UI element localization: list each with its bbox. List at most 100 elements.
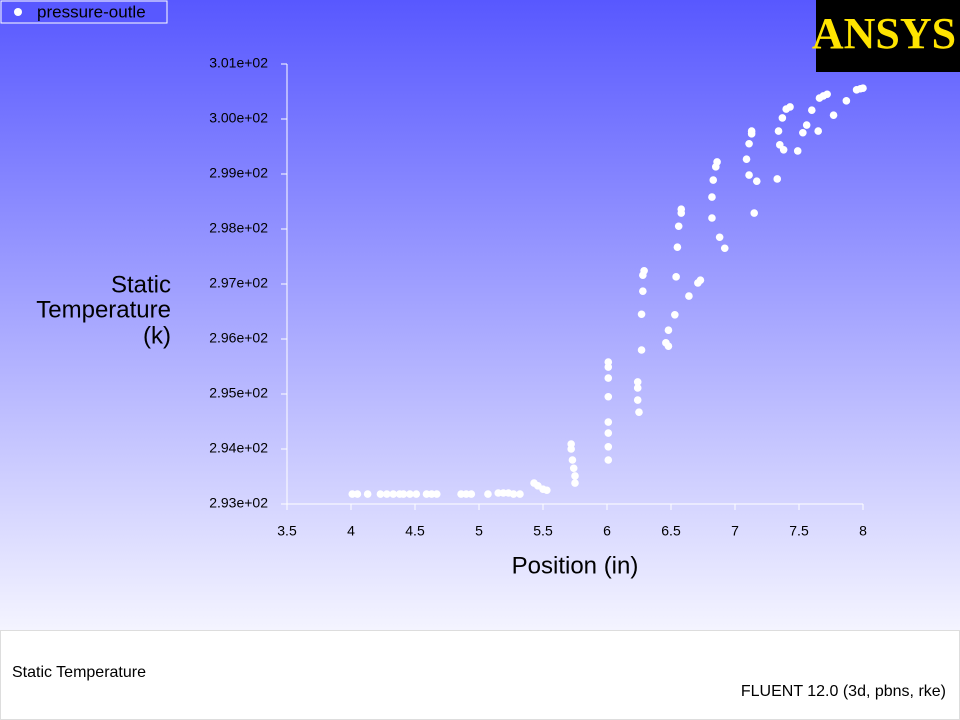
data-point	[674, 222, 683, 231]
y-tick-label: 2.94e+02	[209, 440, 268, 456]
data-point	[640, 267, 648, 275]
data-point	[715, 233, 724, 242]
data-point	[604, 429, 613, 437]
data-point	[802, 121, 811, 129]
data-point	[673, 243, 682, 251]
data-point	[808, 106, 816, 114]
x-tick-label: 6	[603, 523, 611, 539]
x-tick-label: 7.5	[789, 523, 809, 539]
data-point	[774, 127, 783, 135]
data-point	[389, 490, 398, 498]
data-point	[778, 114, 787, 122]
y-axis-label: Static	[111, 271, 171, 298]
data-point	[604, 363, 613, 371]
data-point	[720, 244, 729, 253]
data-point	[671, 311, 679, 319]
data-point	[604, 418, 613, 426]
data-point	[604, 392, 613, 401]
data-point	[568, 456, 577, 464]
data-point	[696, 276, 705, 284]
data-point	[467, 490, 476, 498]
data-point	[773, 175, 782, 183]
data-point	[639, 287, 647, 295]
data-point	[543, 486, 551, 495]
logo: ANSYS	[812, 9, 956, 58]
data-point	[406, 490, 414, 498]
data-point	[742, 155, 751, 163]
data-point	[567, 445, 575, 453]
data-point	[685, 292, 693, 300]
data-point	[752, 177, 761, 185]
data-point	[745, 171, 753, 179]
data-point	[709, 176, 718, 184]
data-point	[786, 103, 794, 111]
data-point	[376, 490, 385, 498]
data-point	[633, 384, 642, 392]
data-point	[637, 310, 646, 319]
data-point	[672, 273, 680, 281]
footer-right: FLUENT 12.0 (3d, pbns, rke)	[741, 683, 946, 700]
data-point	[750, 209, 758, 217]
x-tick-label: 8	[859, 523, 867, 539]
y-tick-label: 2.99e+02	[209, 165, 268, 181]
y-axis-label: Temperature	[36, 296, 171, 323]
y-tick-label: 3.01e+02	[209, 55, 268, 71]
y-axis-label: (k)	[143, 322, 171, 349]
data-point	[571, 472, 579, 480]
data-point	[399, 490, 408, 498]
data-point	[793, 147, 802, 155]
y-tick-label: 3.00e+02	[209, 110, 268, 126]
footer-panel	[0, 630, 960, 720]
x-tick-label: 6.5	[661, 523, 681, 539]
data-point	[747, 127, 756, 135]
data-point	[383, 490, 391, 498]
x-tick-label: 5.5	[533, 523, 553, 539]
plot-background	[0, 0, 960, 630]
data-point	[842, 97, 851, 105]
footer-left: Static Temperature	[12, 664, 146, 681]
x-tick-label: 5	[475, 523, 483, 539]
data-point	[779, 146, 788, 154]
y-tick-label: 2.97e+02	[209, 275, 268, 291]
data-point	[823, 90, 831, 99]
data-point	[745, 139, 753, 148]
data-point	[814, 127, 822, 135]
logo-box	[816, 0, 960, 72]
legend-box	[0, 0, 168, 24]
x-axis-label: Position (in)	[512, 552, 639, 579]
data-point	[363, 490, 372, 498]
data-point	[677, 205, 686, 213]
data-point	[859, 84, 867, 92]
data-point	[412, 490, 421, 498]
data-point	[799, 128, 807, 137]
x-tick-label: 4	[347, 523, 355, 539]
data-point	[664, 342, 673, 350]
x-tick-label: 3.5	[277, 523, 297, 539]
x-tick-label: 4.5	[405, 523, 425, 539]
legend-label: pressure-outle	[37, 2, 146, 21]
data-point	[708, 214, 716, 222]
data-point	[509, 490, 518, 498]
y-tick-label: 2.96e+02	[209, 330, 268, 346]
data-point	[571, 479, 579, 487]
data-point	[664, 326, 673, 335]
y-tick-label: 2.98e+02	[209, 220, 268, 236]
data-point	[708, 193, 716, 201]
data-point	[604, 443, 613, 451]
data-point	[637, 346, 646, 354]
data-point	[633, 378, 642, 386]
data-point	[829, 111, 838, 119]
data-point	[604, 374, 613, 382]
y-tick-label: 2.93e+02	[209, 495, 268, 511]
data-point	[604, 456, 613, 464]
y-tick-label: 2.95e+02	[209, 385, 268, 401]
data-point	[633, 396, 642, 404]
data-point	[432, 490, 441, 498]
data-point	[516, 490, 524, 498]
data-point	[713, 158, 721, 166]
data-point	[484, 490, 492, 498]
legend-marker	[14, 8, 22, 16]
x-tick-label: 7	[731, 523, 739, 539]
data-point	[353, 490, 362, 498]
